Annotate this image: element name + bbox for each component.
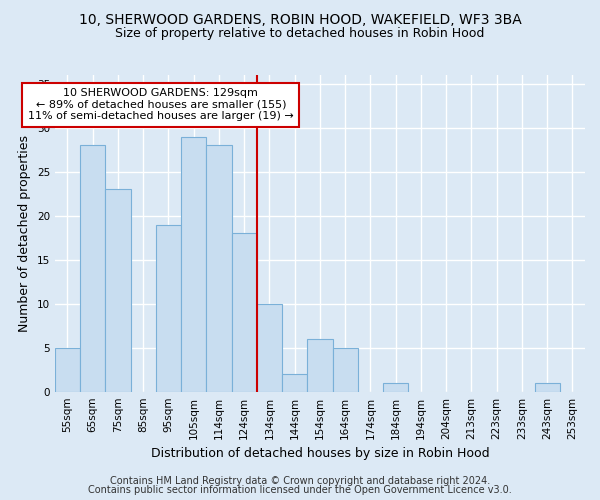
Bar: [80, 146, 106, 392]
Bar: [307, 339, 332, 392]
Text: 10 SHERWOOD GARDENS: 129sqm
← 89% of detached houses are smaller (155)
11% of se: 10 SHERWOOD GARDENS: 129sqm ← 89% of det…: [28, 88, 294, 122]
Bar: [332, 348, 358, 392]
Text: 10, SHERWOOD GARDENS, ROBIN HOOD, WAKEFIELD, WF3 3BA: 10, SHERWOOD GARDENS, ROBIN HOOD, WAKEFI…: [79, 12, 521, 26]
Bar: [156, 224, 181, 392]
Text: Size of property relative to detached houses in Robin Hood: Size of property relative to detached ho…: [115, 28, 485, 40]
Bar: [181, 136, 206, 392]
Bar: [282, 374, 307, 392]
Bar: [535, 383, 560, 392]
Y-axis label: Number of detached properties: Number of detached properties: [18, 135, 31, 332]
Bar: [106, 190, 131, 392]
Bar: [383, 383, 408, 392]
Bar: [206, 146, 232, 392]
Bar: [257, 304, 282, 392]
Bar: [55, 348, 80, 392]
Text: Contains HM Land Registry data © Crown copyright and database right 2024.: Contains HM Land Registry data © Crown c…: [110, 476, 490, 486]
Text: Contains public sector information licensed under the Open Government Licence v3: Contains public sector information licen…: [88, 485, 512, 495]
X-axis label: Distribution of detached houses by size in Robin Hood: Distribution of detached houses by size …: [151, 447, 489, 460]
Bar: [232, 234, 257, 392]
